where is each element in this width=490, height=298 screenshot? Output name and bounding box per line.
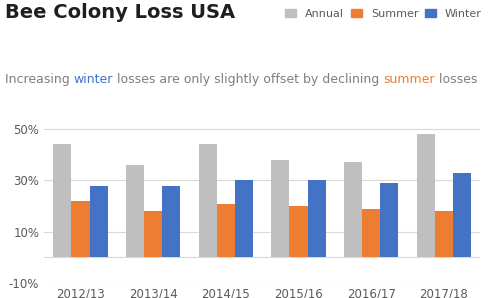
- Bar: [416, 134, 435, 257]
- Bar: [198, 145, 217, 257]
- Text: summer: summer: [383, 73, 435, 86]
- Bar: [435, 211, 453, 257]
- Bar: [162, 186, 180, 257]
- Bar: [90, 186, 108, 257]
- Text: Increasing: Increasing: [5, 73, 74, 86]
- Text: losses: losses: [435, 73, 477, 86]
- Bar: [126, 165, 144, 257]
- Bar: [72, 201, 90, 257]
- Bar: [380, 183, 398, 257]
- Bar: [235, 180, 253, 257]
- Bar: [271, 160, 290, 257]
- Bar: [308, 180, 326, 257]
- Bar: [290, 206, 308, 257]
- Bar: [344, 162, 362, 257]
- Text: Bee Colony Loss USA: Bee Colony Loss USA: [5, 3, 235, 22]
- Text: losses are only slightly offset by declining: losses are only slightly offset by decli…: [113, 73, 383, 86]
- Text: winter: winter: [74, 73, 113, 86]
- Bar: [144, 211, 162, 257]
- Bar: [453, 173, 471, 257]
- Bar: [53, 145, 72, 257]
- Legend: Annual, Summer, Winter: Annual, Summer, Winter: [285, 9, 482, 19]
- Bar: [217, 204, 235, 257]
- Bar: [362, 209, 380, 257]
